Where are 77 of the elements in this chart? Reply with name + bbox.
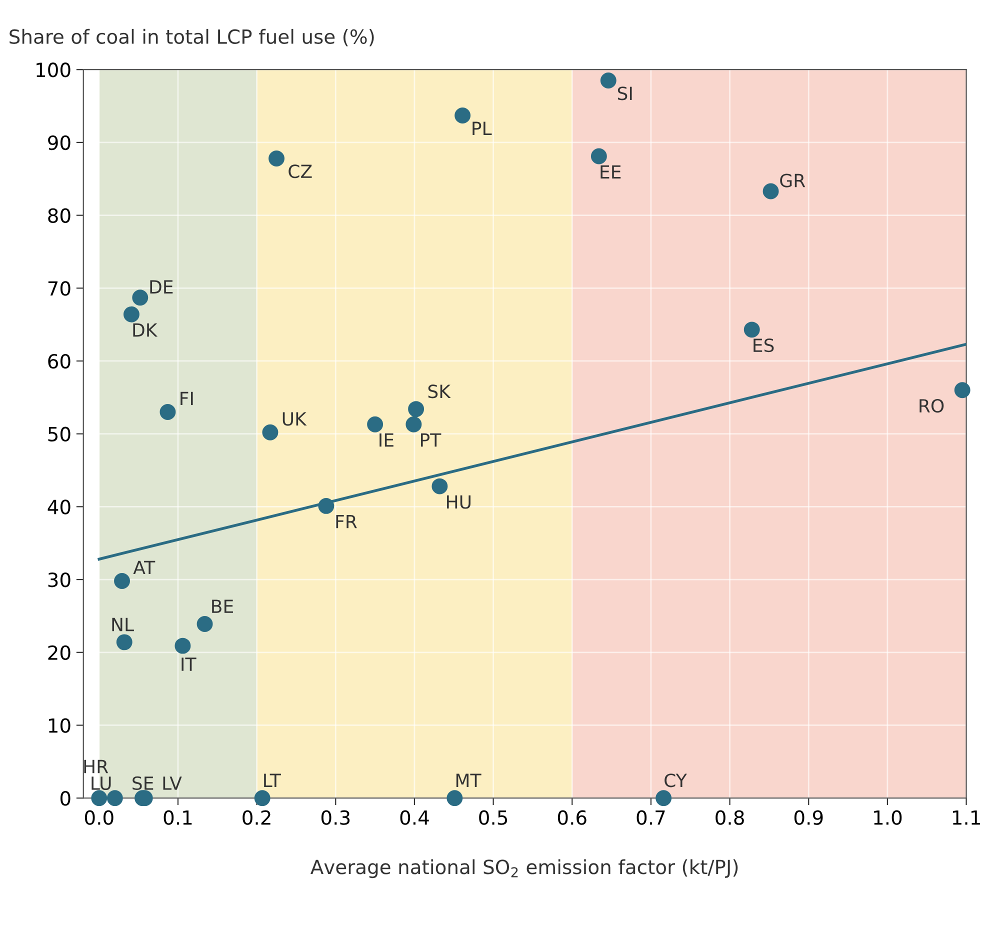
annotation: AT bbox=[133, 560, 156, 574]
annotation: ES bbox=[754, 338, 774, 352]
x-tick-label: 1.1 bbox=[952, 810, 980, 825]
annotation: DE bbox=[150, 280, 173, 294]
annotation: MT bbox=[456, 774, 482, 787]
annotation: DK bbox=[133, 323, 158, 337]
annotation: HU bbox=[447, 495, 470, 509]
annotation: LT bbox=[264, 774, 281, 787]
point bbox=[762, 183, 779, 200]
annotation: IE bbox=[380, 433, 394, 447]
x-tick-label: 0.5 bbox=[479, 810, 508, 825]
point bbox=[106, 790, 123, 806]
point bbox=[406, 416, 422, 432]
annotation: CZ bbox=[288, 164, 312, 178]
point bbox=[91, 790, 108, 806]
x-tick-label: 0.3 bbox=[321, 810, 350, 825]
y-tick-label: 100 bbox=[36, 62, 70, 78]
x-tick-label: 0.9 bbox=[794, 810, 823, 825]
annotation: SI bbox=[618, 86, 632, 100]
point bbox=[432, 478, 448, 494]
annotation: UK bbox=[282, 412, 307, 426]
y-tick-label: 10 bbox=[48, 718, 70, 733]
annotation: SK bbox=[428, 384, 451, 398]
annotation: HR bbox=[84, 760, 108, 774]
x-tick-label: 0.2 bbox=[242, 810, 270, 825]
x-tick-label: 0.0 bbox=[84, 810, 114, 825]
annotation: NL bbox=[112, 618, 134, 632]
y-tick-label: 70 bbox=[48, 281, 70, 296]
point bbox=[196, 616, 213, 632]
annotation: LV bbox=[163, 776, 182, 790]
point bbox=[160, 404, 176, 420]
y-tick-label: 80 bbox=[48, 208, 70, 223]
annotation: IT bbox=[182, 658, 196, 671]
x-tick-label: 0.4 bbox=[400, 810, 429, 825]
y-tick-label: 40 bbox=[48, 500, 70, 514]
y-tick-label: 30 bbox=[48, 572, 70, 588]
point bbox=[590, 148, 607, 164]
point bbox=[954, 382, 970, 398]
x-tick-label: 1.0 bbox=[874, 810, 902, 825]
y-tick-label: 90 bbox=[48, 135, 70, 150]
point bbox=[744, 322, 760, 338]
point bbox=[318, 498, 334, 514]
x-tick-label: 0.6 bbox=[558, 810, 586, 825]
x-axis-title: Average national SO$_{2}$ emission factor (kt/PJ) bbox=[310, 859, 738, 878]
y-tick-label: 20 bbox=[48, 645, 70, 660]
point bbox=[454, 108, 471, 124]
annotation: GR bbox=[780, 174, 806, 188]
point bbox=[367, 416, 384, 432]
x-tick-label: 0.8 bbox=[716, 810, 744, 825]
point bbox=[132, 290, 148, 306]
annotation: LU bbox=[92, 776, 111, 790]
annotation: FI bbox=[180, 392, 193, 406]
annotation: SE bbox=[132, 776, 154, 790]
point bbox=[656, 790, 672, 806]
y-tick-label: 50 bbox=[48, 426, 70, 442]
point bbox=[262, 424, 278, 440]
annotation: PL bbox=[472, 122, 492, 135]
annotation: CY bbox=[664, 774, 687, 788]
point bbox=[116, 634, 132, 650]
point bbox=[268, 150, 284, 166]
annotation: BE bbox=[212, 600, 233, 613]
y-axis-title: Share of coal in total LCP fuel use (%) bbox=[10, 28, 374, 46]
x-tick-label: 0.1 bbox=[164, 810, 192, 825]
y-tick-label: 0 bbox=[60, 791, 70, 806]
annotation: RO bbox=[920, 398, 944, 413]
annotation: EE bbox=[600, 165, 621, 179]
point bbox=[254, 790, 270, 806]
point bbox=[123, 306, 140, 322]
annotation: PT bbox=[421, 433, 442, 447]
point bbox=[600, 72, 616, 89]
point bbox=[408, 401, 424, 418]
point bbox=[174, 638, 191, 654]
y-tick-label: 60 bbox=[48, 354, 70, 369]
point bbox=[446, 790, 463, 806]
annotation: FR bbox=[336, 515, 357, 528]
x-tick-label: 0.7 bbox=[636, 810, 665, 825]
point bbox=[114, 573, 130, 589]
